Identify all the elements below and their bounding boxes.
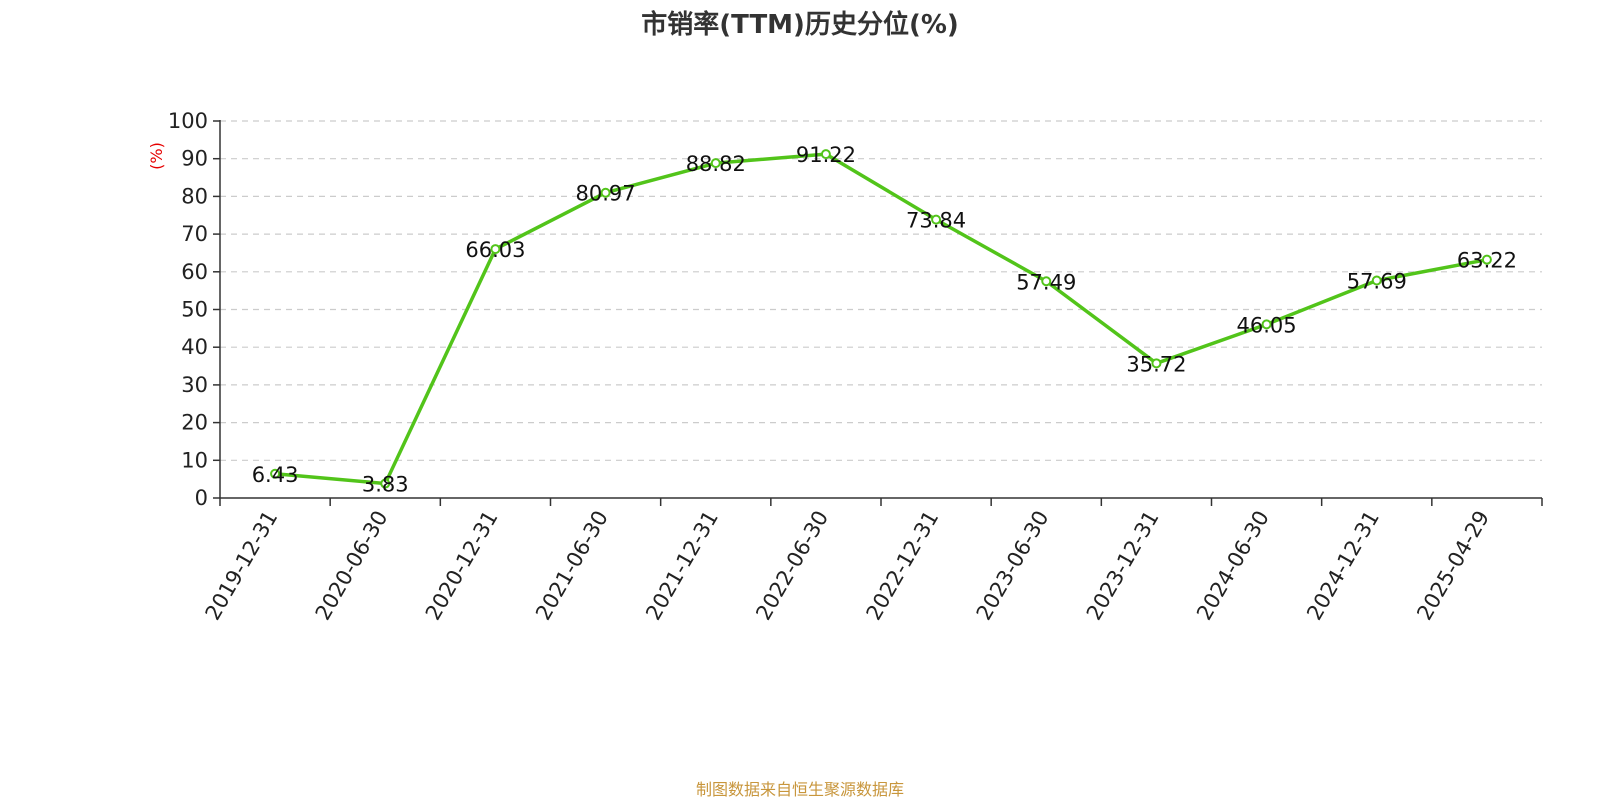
data-point xyxy=(1151,358,1162,369)
x-tick-label: 2019-12-31 xyxy=(201,507,283,625)
x-tick-label: 2024-06-30 xyxy=(1192,507,1274,625)
data-point xyxy=(380,478,391,489)
chart-title: 市销率(TTM)历史分位(%) xyxy=(641,9,959,40)
y-tick-label: 40 xyxy=(181,335,208,359)
y-tick-label: 80 xyxy=(181,184,208,208)
y-axis-label: (%) xyxy=(147,142,166,170)
data-label: 57.49 xyxy=(1016,270,1076,294)
data-label: 6.43 xyxy=(252,463,299,487)
data-labels: 6.43 3.83 66.03 80.97 88.82 91.22 73.84 57.49 35… xyxy=(252,143,1517,496)
y-tick-label: 50 xyxy=(181,298,208,322)
data-label: 80.97 xyxy=(576,182,636,206)
x-tick-label: 2022-06-30 xyxy=(751,507,833,625)
y-tick-label: 90 xyxy=(181,147,208,171)
series-line xyxy=(274,152,1488,486)
data-label: 91.22 xyxy=(796,143,856,167)
data-point xyxy=(600,187,611,198)
data-point xyxy=(1481,254,1492,265)
y-tick-label: 100 xyxy=(168,109,208,133)
x-tick-label: 2024-12-31 xyxy=(1302,507,1384,625)
data-series xyxy=(270,149,1492,489)
data-label: 63.22 xyxy=(1457,249,1517,273)
y-tick-label: 70 xyxy=(181,222,208,246)
data-label: 57.69 xyxy=(1347,270,1407,294)
y-tick-label: 30 xyxy=(181,373,208,397)
data-point xyxy=(490,244,501,255)
data-label: 88.82 xyxy=(686,152,746,176)
x-tick-label: 2023-12-31 xyxy=(1082,507,1164,625)
data-point xyxy=(820,149,831,160)
x-tick-label: 2021-12-31 xyxy=(641,507,723,625)
data-point xyxy=(1261,319,1272,330)
data-label: 3.83 xyxy=(362,473,409,497)
data-point xyxy=(931,214,942,225)
data-point xyxy=(1371,275,1382,286)
y-tick-label: 10 xyxy=(181,448,208,472)
x-tick-label: 2021-06-30 xyxy=(531,507,613,625)
x-tick-label: 2020-12-31 xyxy=(421,507,503,625)
x-tick-label: 2022-12-31 xyxy=(862,507,944,625)
grid-lines xyxy=(220,120,1542,461)
data-point xyxy=(710,158,721,169)
y-tick-label: 20 xyxy=(181,411,208,435)
x-tick-label: 2020-06-30 xyxy=(311,507,393,625)
y-tick-label: 60 xyxy=(181,260,208,284)
y-tick-label: 0 xyxy=(195,486,208,510)
axes: 0 10 20 30 40 50 60 70 80 90 100 2019-12-31 2020-06-… xyxy=(168,109,1543,625)
data-point xyxy=(270,468,281,479)
data-label: 46.05 xyxy=(1237,313,1297,337)
data-point xyxy=(1041,276,1052,287)
data-label: 73.84 xyxy=(906,209,966,233)
data-source-note: 制图数据来自恒生聚源数据库 xyxy=(695,780,904,799)
x-tick-label: 2025-04-29 xyxy=(1412,507,1494,625)
data-label: 66.03 xyxy=(465,238,525,262)
x-tick-label: 2023-06-30 xyxy=(972,507,1054,625)
data-label: 35.72 xyxy=(1126,352,1186,376)
